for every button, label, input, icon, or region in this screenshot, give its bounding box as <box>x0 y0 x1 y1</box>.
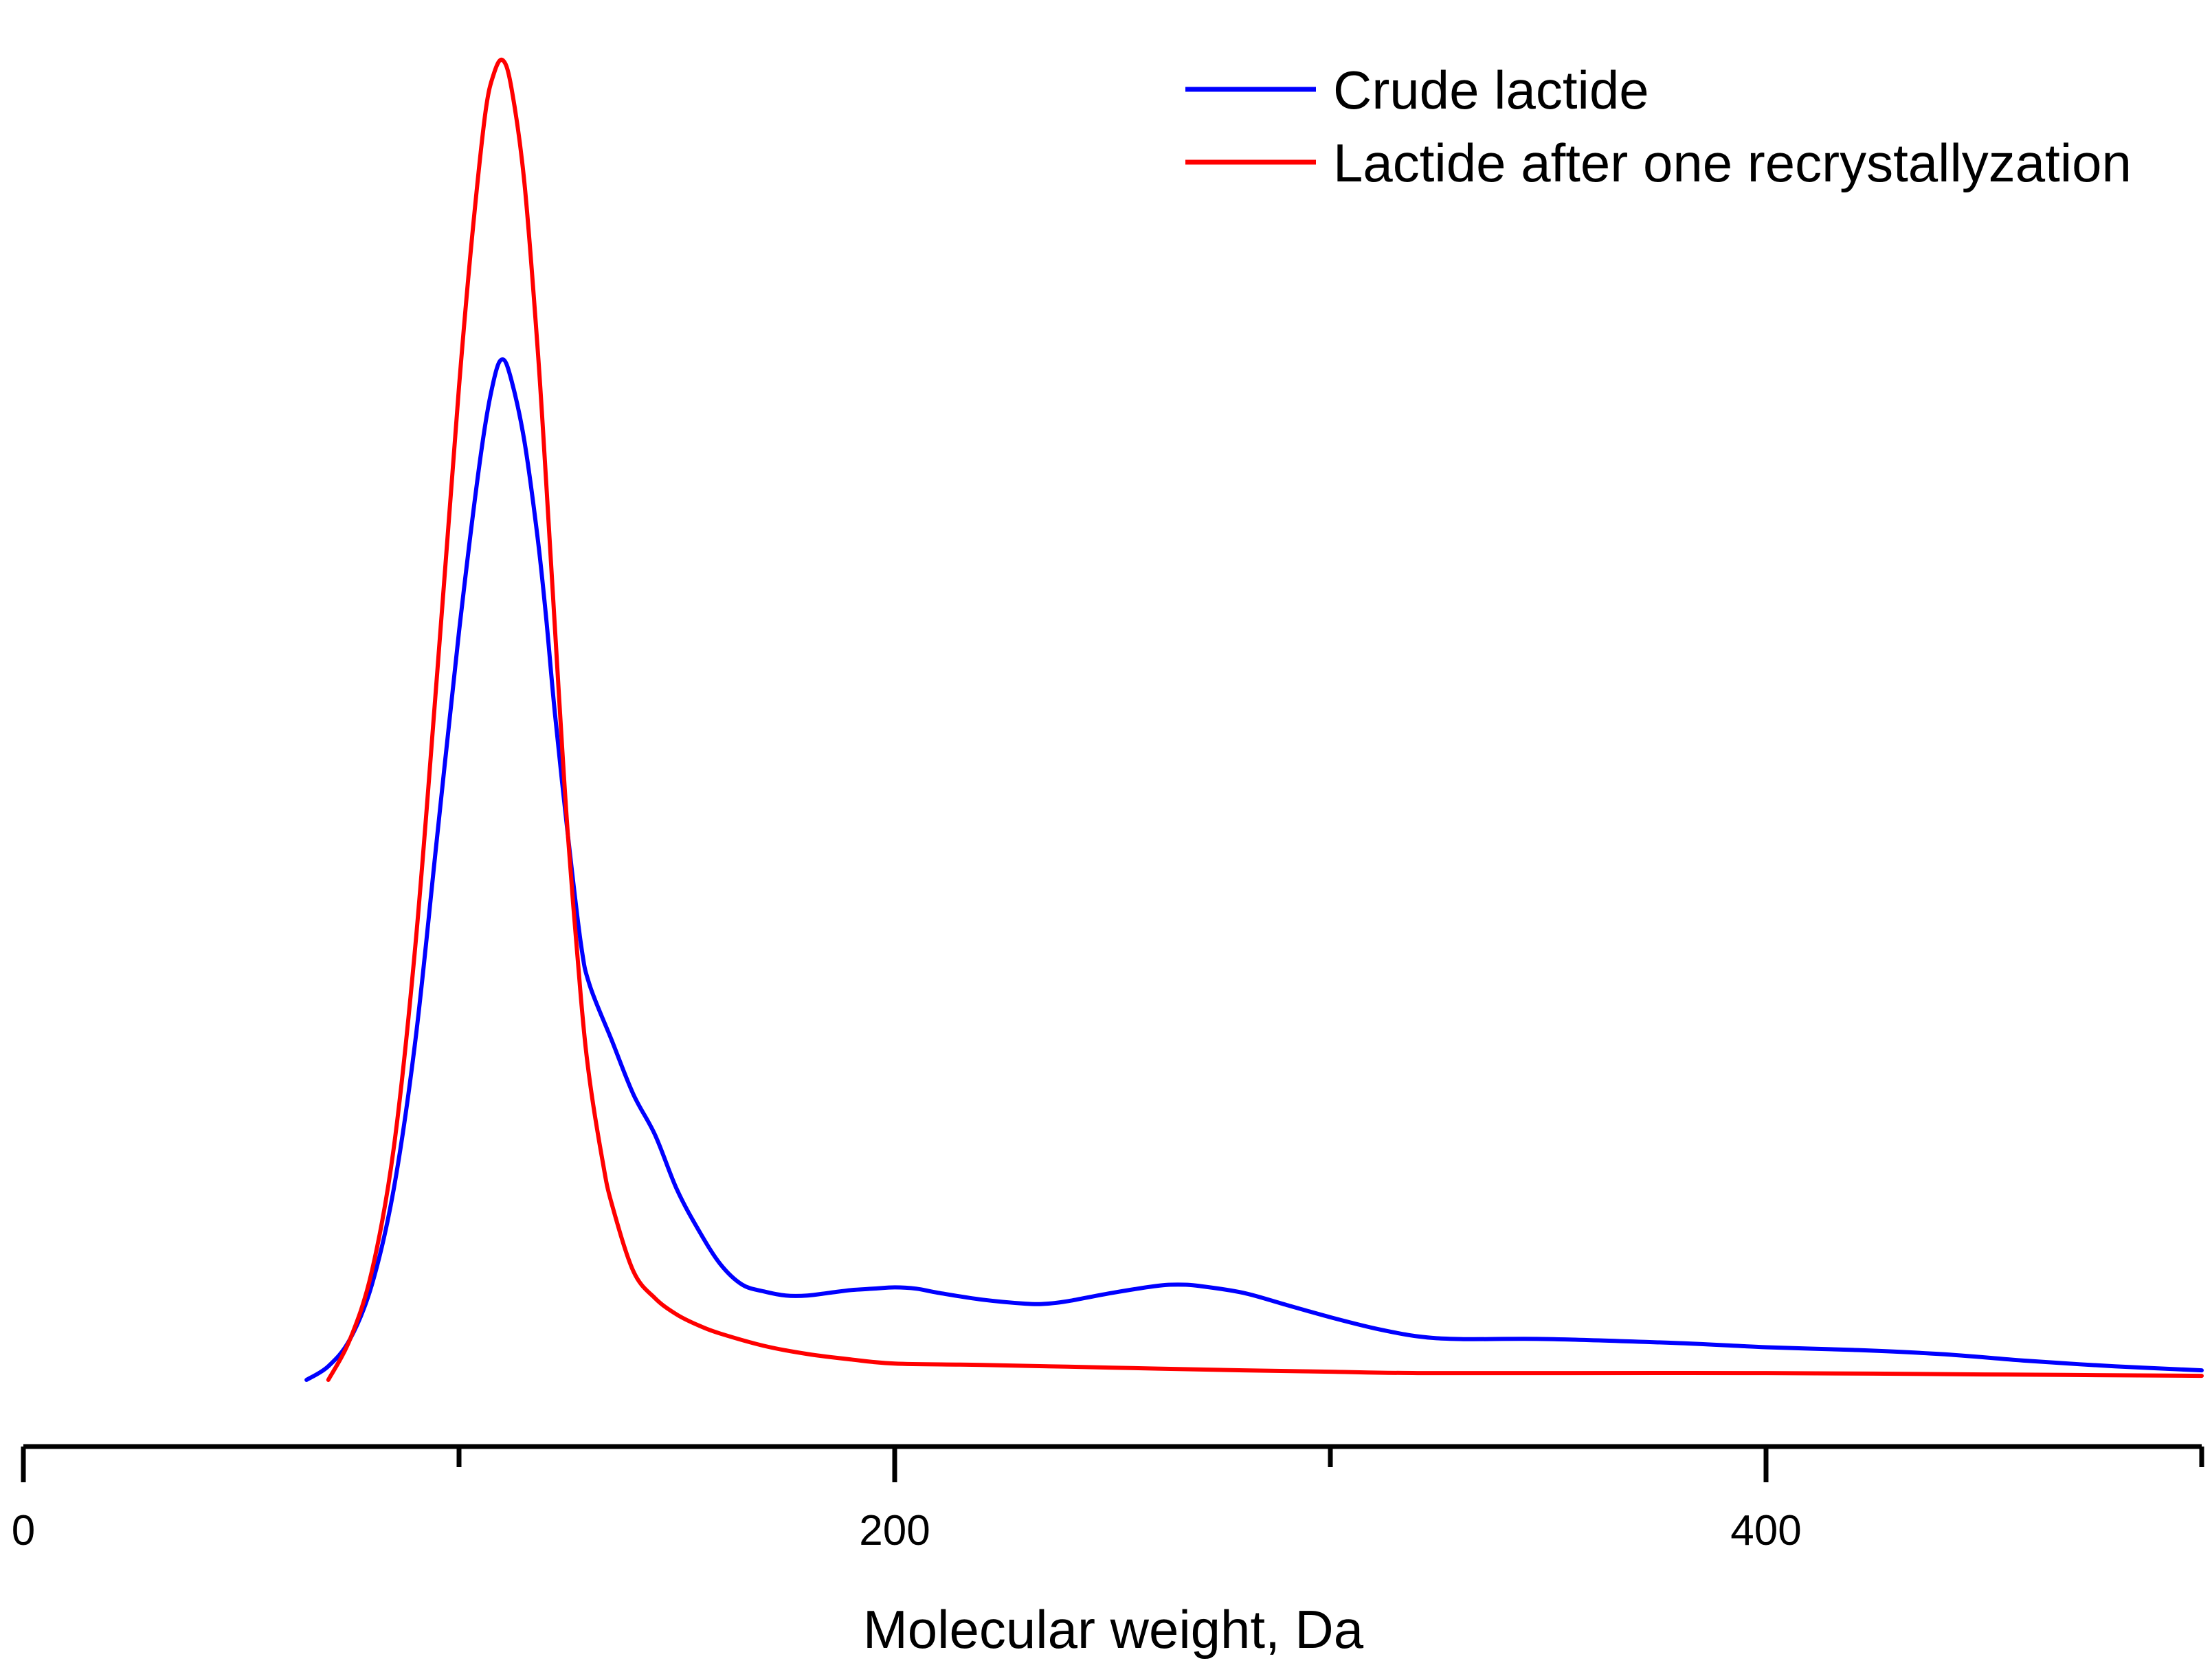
x-axis: 0 200 400 <box>12 1444 2204 1554</box>
legend-label: Crude lactide <box>1333 60 1649 120</box>
series-line-crude-lactide <box>304 357 2204 1382</box>
plot-area <box>304 57 2204 1382</box>
legend: Crude lactide Lactide after one recrystal… <box>1185 60 2132 193</box>
x-tick-label: 0 <box>12 1507 35 1554</box>
series-line-lactide-after-one-recrystallyzation <box>326 57 2204 1382</box>
legend-label: Lactide after one recrystallyzation <box>1333 133 2132 193</box>
x-axis-title: Molecular weight, Da <box>863 1599 1364 1660</box>
x-tick-label: 200 <box>859 1507 930 1554</box>
x-tick-label: 400 <box>1730 1507 1801 1554</box>
